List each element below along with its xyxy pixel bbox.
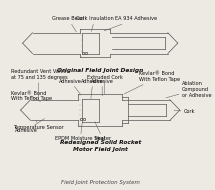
Text: Original Field Joint Design: Original Field Joint Design	[57, 68, 143, 73]
Text: Cork: Cork	[174, 109, 195, 115]
Text: Cork Insulation: Cork Insulation	[76, 17, 114, 32]
Bar	[82, 52, 84, 54]
Text: Grease Bead: Grease Bead	[52, 17, 84, 32]
Bar	[80, 118, 82, 120]
Text: Heater: Heater	[94, 122, 111, 142]
Text: Kevlar® Bond
With Teflon Tape: Kevlar® Bond With Teflon Tape	[124, 71, 180, 94]
Text: Adhesive: Adhesive	[81, 79, 104, 99]
Text: Ablation
Compound
or Adhesive: Ablation Compound or Adhesive	[166, 81, 211, 98]
Text: Extruded Cork: Extruded Cork	[87, 75, 123, 94]
Text: Adhesive: Adhesive	[91, 79, 114, 96]
Text: Kevlar® Bond
With Teflon Tape: Kevlar® Bond With Teflon Tape	[11, 91, 52, 102]
Text: Temperature Sensor: Temperature Sensor	[13, 120, 63, 130]
Text: Adhesive: Adhesive	[15, 119, 45, 133]
Text: EA 934 Adhesive: EA 934 Adhesive	[104, 17, 157, 31]
Text: Field Joint Protection System: Field Joint Protection System	[61, 180, 140, 185]
Bar	[85, 52, 87, 54]
Text: Redesigned Solid Rocket
Motor Field Joint: Redesigned Solid Rocket Motor Field Join…	[60, 140, 141, 152]
Text: Adhesive: Adhesive	[59, 79, 82, 94]
Text: Redundant Vent Valve
at 75 and 135 degrees: Redundant Vent Valve at 75 and 135 degre…	[11, 69, 67, 100]
Text: EPDM Moisture Seal: EPDM Moisture Seal	[55, 122, 105, 142]
Bar	[83, 118, 85, 120]
